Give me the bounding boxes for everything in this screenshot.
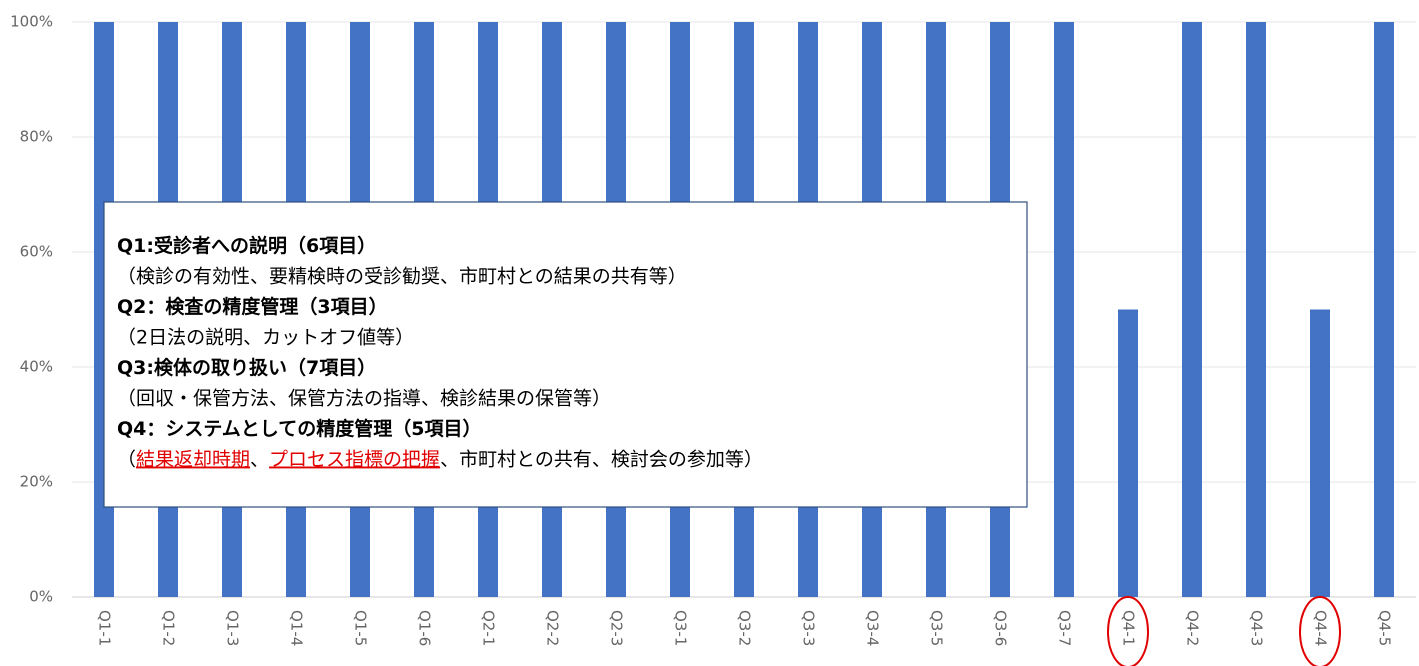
x-tick-label: Q1-2 bbox=[160, 610, 178, 646]
annotation: Q1:受診者への説明（6項目） （検診の有効性、要精検時の受診勧奨、市町村との結果… bbox=[117, 234, 763, 471]
annotation-text: （回収・保管方法、保管方法の指導、検診結果の保管等） bbox=[117, 387, 611, 409]
y-tick-label: 60% bbox=[20, 243, 53, 261]
y-tick-label: 100% bbox=[10, 13, 53, 31]
x-tick-label: Q3-7 bbox=[1056, 610, 1074, 646]
annotation-text: 、 bbox=[250, 448, 269, 470]
bar bbox=[1374, 22, 1394, 597]
annotation-line: （回収・保管方法、保管方法の指導、検診結果の保管等） bbox=[117, 387, 611, 409]
annotation-text: Q1:受診者への説明（6項目） bbox=[117, 234, 376, 257]
x-tick-label: Q3-6 bbox=[992, 610, 1010, 646]
x-tick-label: Q2-1 bbox=[480, 610, 498, 646]
x-tick-label: Q1-3 bbox=[224, 610, 242, 646]
annotation-line: Q2：検査の精度管理（3項目） bbox=[117, 295, 388, 318]
bar bbox=[1118, 309, 1138, 597]
y-tick-label: 20% bbox=[20, 473, 53, 491]
bar bbox=[1054, 22, 1074, 597]
x-tick-label: Q4-5 bbox=[1376, 610, 1394, 646]
annotation-text: （ bbox=[117, 448, 136, 470]
x-tick-label: Q4-3 bbox=[1248, 610, 1266, 646]
annotation-text: Q3:検体の取り扱い（7項目） bbox=[117, 356, 376, 379]
y-tick-label: 80% bbox=[20, 128, 53, 146]
annotation-text: プロセス指標の把握 bbox=[269, 448, 440, 470]
annotation-text: Q4：システムとしての精度管理（5項目） bbox=[117, 417, 481, 440]
x-tick-label: Q3-2 bbox=[736, 610, 754, 646]
x-tick-label: Q1-4 bbox=[288, 610, 306, 646]
x-tick-label: Q1-1 bbox=[96, 610, 114, 646]
highlight-circle bbox=[1299, 596, 1341, 666]
x-tick-label: Q1-6 bbox=[416, 610, 434, 646]
annotation-line: Q1:受診者への説明（6項目） bbox=[117, 234, 376, 257]
annotation-text: 、市町村との共有、検討会の参加等） bbox=[440, 448, 763, 470]
x-tick-label: Q3-3 bbox=[800, 610, 818, 646]
bar bbox=[1310, 309, 1330, 597]
annotation-text: Q2：検査の精度管理（3項目） bbox=[117, 295, 388, 318]
y-tick-label: 0% bbox=[29, 588, 53, 606]
annotation-box bbox=[103, 201, 1028, 508]
x-tick-label: Q1-5 bbox=[352, 610, 370, 646]
bar bbox=[1182, 22, 1202, 597]
highlight-circle bbox=[1107, 596, 1149, 666]
annotation-text: 結果返却時期 bbox=[136, 448, 250, 470]
x-tick-label: Q4-1 bbox=[1120, 610, 1138, 646]
y-tick-label: 40% bbox=[20, 358, 53, 376]
x-tick-label: Q3-5 bbox=[928, 610, 946, 646]
annotation-line: Q3:検体の取り扱い（7項目） bbox=[117, 356, 376, 379]
x-tick-label: Q2-3 bbox=[608, 610, 626, 646]
x-tick-label: Q4-2 bbox=[1184, 610, 1202, 646]
x-tick-label: Q4-4 bbox=[1312, 610, 1330, 646]
annotation-text: （2日法の説明、カットオフ値等） bbox=[117, 326, 414, 348]
annotation-line: Q4：システムとしての精度管理（5項目） bbox=[117, 417, 481, 440]
x-tick-label: Q2-2 bbox=[544, 610, 562, 646]
x-tick-label: Q3-1 bbox=[672, 610, 690, 646]
annotation-line: （2日法の説明、カットオフ値等） bbox=[117, 326, 414, 348]
annotation-line: （検診の有効性、要精検時の受診勧奨、市町村との結果の共有等） bbox=[117, 265, 687, 287]
bar bbox=[1246, 22, 1266, 597]
x-tick-label: Q3-4 bbox=[864, 610, 882, 646]
annotation-line: （結果返却時期、プロセス指標の把握、市町村との共有、検討会の参加等） bbox=[117, 448, 763, 470]
annotation-text: （検診の有効性、要精検時の受診勧奨、市町村との結果の共有等） bbox=[117, 265, 687, 287]
